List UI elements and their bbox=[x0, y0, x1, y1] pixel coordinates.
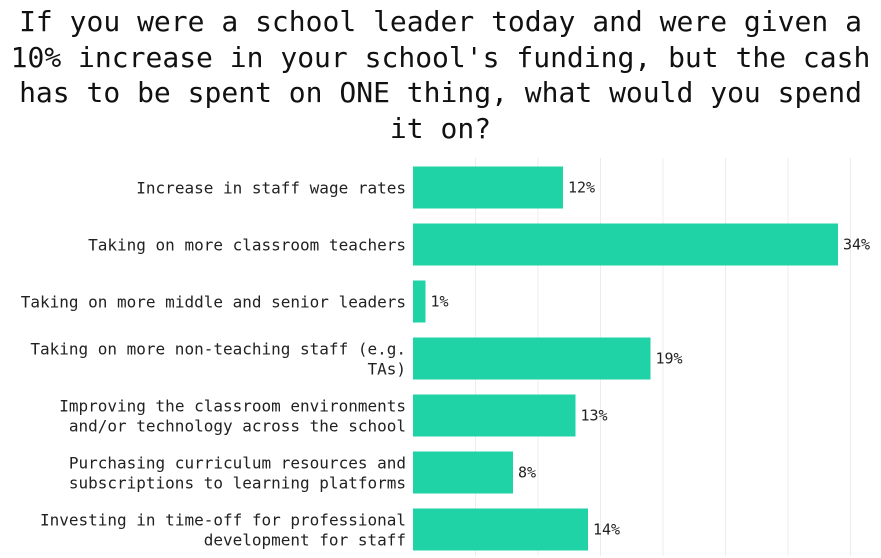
data-label: 14% bbox=[593, 521, 620, 539]
data-label: 12% bbox=[568, 179, 595, 197]
category-label: Increase in staff wage rates bbox=[136, 179, 406, 198]
chart-title: If you were a school leader today and we… bbox=[10, 5, 871, 145]
category-labels: Increase in staff wage rates Taking on mo… bbox=[21, 179, 406, 550]
bar bbox=[413, 451, 513, 494]
data-labels: 12% 34% 1% 19% 13% 8% 14% bbox=[431, 179, 871, 539]
bar bbox=[413, 280, 426, 323]
category-label: Taking on more middle and senior leaders bbox=[21, 293, 406, 312]
category-label: Improving the classroom environments and/… bbox=[59, 397, 406, 436]
bars bbox=[413, 166, 838, 551]
bar bbox=[413, 223, 838, 266]
data-label: 34% bbox=[843, 236, 870, 254]
data-label: 19% bbox=[656, 350, 683, 368]
data-label: 13% bbox=[581, 407, 608, 425]
category-label: Taking on more non-teaching staff (e.g. T… bbox=[30, 340, 406, 379]
bar bbox=[413, 166, 563, 209]
bar bbox=[413, 394, 576, 437]
category-label: Taking on more classroom teachers bbox=[88, 236, 406, 255]
category-label: Purchasing curriculum resources and subsc… bbox=[69, 454, 406, 493]
bar bbox=[413, 508, 588, 551]
bar bbox=[413, 337, 651, 380]
category-label: Investing in time-off for professional de… bbox=[40, 511, 406, 550]
data-label: 1% bbox=[431, 293, 449, 311]
data-label: 8% bbox=[518, 464, 536, 482]
